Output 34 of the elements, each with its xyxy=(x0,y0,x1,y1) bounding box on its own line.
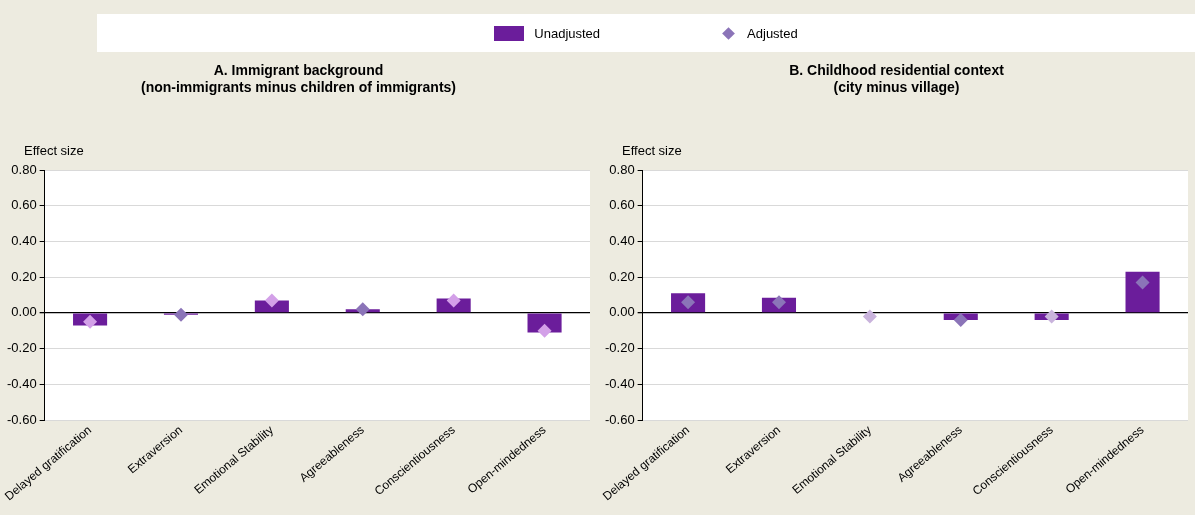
y-tick-label: 0.80 xyxy=(609,161,635,177)
point xyxy=(862,309,877,324)
y-tick-label: -0.60 xyxy=(6,411,37,427)
legend-label: Adjusted xyxy=(747,25,798,41)
point xyxy=(355,302,370,317)
chart-subtitle: (city minus village) xyxy=(832,79,961,96)
y-tick-label: -0.20 xyxy=(6,340,37,356)
point xyxy=(953,313,968,328)
chart-title: B. Childhood residential context xyxy=(788,62,1005,79)
y-tick-label: 0.00 xyxy=(609,304,635,320)
y-tick-label: 0.60 xyxy=(11,197,37,213)
legend-label: Unadjusted xyxy=(534,25,601,41)
point xyxy=(83,314,98,329)
y-tick-label: 0.80 xyxy=(11,161,37,177)
point xyxy=(446,293,461,308)
point xyxy=(1135,275,1150,290)
y-tick-label: -0.60 xyxy=(604,411,635,427)
y-tick-label: 0.00 xyxy=(11,304,37,320)
chart-title: A. Immigrant background xyxy=(212,62,385,79)
bar xyxy=(1125,271,1160,313)
y-tick-label: 0.20 xyxy=(609,268,635,284)
y-tick-label: 0.60 xyxy=(609,197,635,213)
y-axis-title: Effect size xyxy=(24,143,84,159)
chart-subtitle: (non-immigrants minus children of immigrants) xyxy=(140,79,457,96)
y-axis-title: Effect size xyxy=(622,143,682,159)
point xyxy=(1044,309,1059,324)
y-tick-label: -0.20 xyxy=(604,340,635,356)
y-tick-label: 0.20 xyxy=(11,268,37,284)
point xyxy=(173,307,188,322)
y-tick-label: -0.40 xyxy=(6,375,37,391)
y-tick-label: 0.40 xyxy=(609,233,635,249)
point xyxy=(264,293,279,308)
y-tick-label: -0.40 xyxy=(604,375,635,391)
y-tick-label: 0.40 xyxy=(11,233,37,249)
